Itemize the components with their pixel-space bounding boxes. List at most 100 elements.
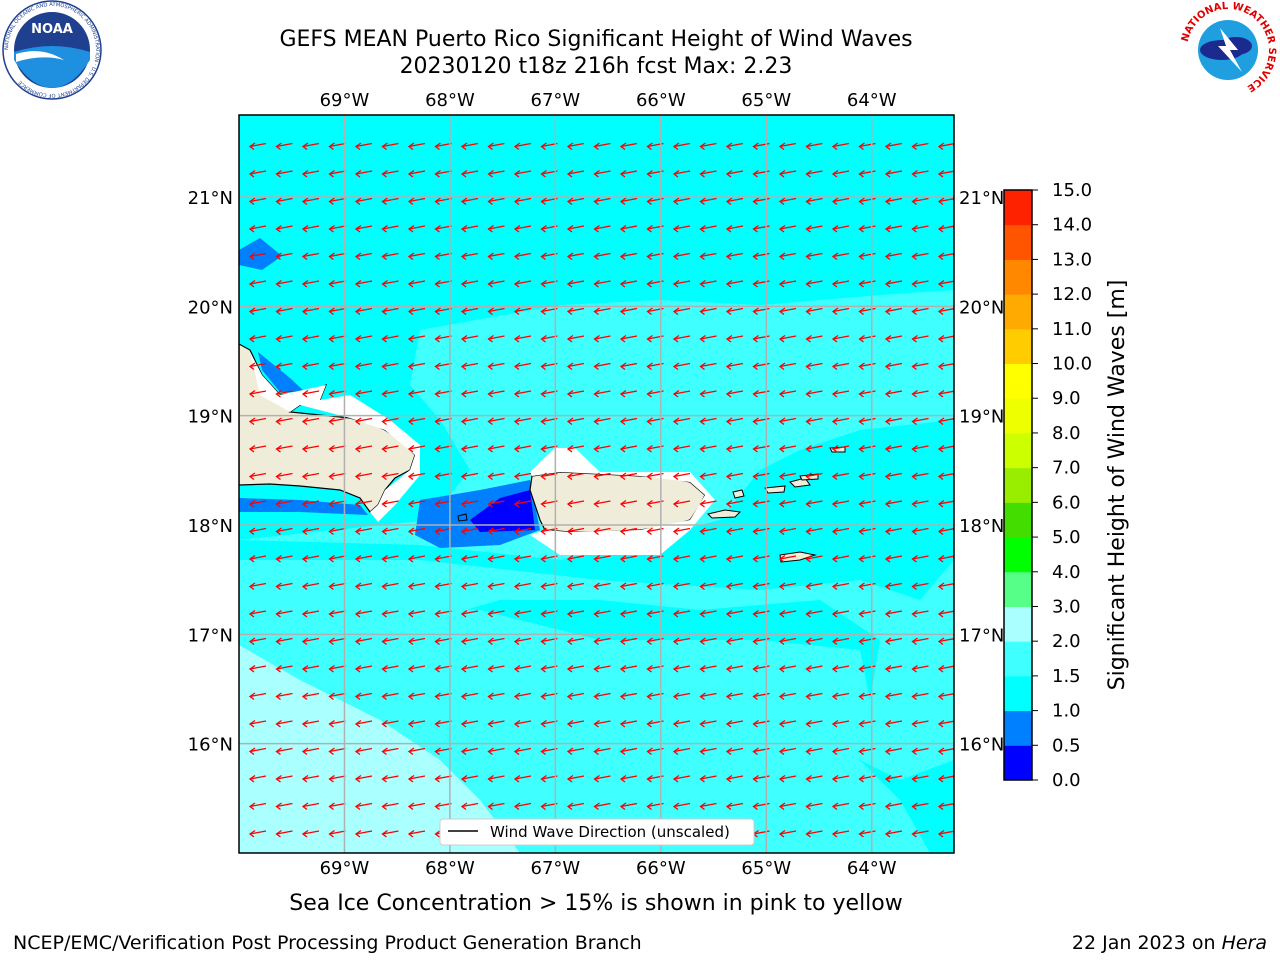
- wave-arrow-406: [275, 554, 293, 563]
- wave-arrow-635: [619, 774, 638, 783]
- coastal-mask-pr: [530, 448, 715, 555]
- wave-arrow-647: [937, 774, 954, 783]
- wave-arrow-126: [725, 252, 744, 261]
- wave-arrow-675: [248, 829, 267, 838]
- wave-arrow-105: [884, 224, 903, 233]
- wave-arrow-662: [619, 802, 638, 811]
- wave-arrow-405: [248, 554, 267, 563]
- colorbar-segment-6: [1004, 537, 1032, 573]
- colorbar-tick-1: 0.5: [1052, 735, 1081, 756]
- colorbar-segment-9: [1004, 432, 1032, 469]
- wave-arrow-117: [487, 252, 505, 261]
- wave-arrow-557: [699, 692, 717, 701]
- wave-arrow-220: [354, 362, 373, 371]
- lat-label-right-5: 16°N: [959, 735, 1004, 756]
- wave-arrow-311: [619, 444, 638, 453]
- wave-arrow-9: [487, 142, 505, 151]
- wave-arrow-303: [407, 444, 426, 453]
- colorbar-tick-3: 1.5: [1052, 666, 1081, 687]
- wave-arrow-166: [354, 307, 373, 316]
- wave-arrow-302: [381, 444, 399, 453]
- wave-arrow-535: [831, 664, 850, 673]
- wave-arrow-351: [248, 499, 267, 508]
- wave-arrow-164: [301, 307, 320, 316]
- wave-arrow-480: [805, 609, 823, 618]
- lat-labels-left: 21°N 20°N 19°N 18°N 17°N 16°N: [188, 188, 233, 756]
- wave-arrow-237: [805, 362, 823, 371]
- wave-arrow-334: [513, 472, 532, 481]
- wave-arrow-39: [566, 169, 585, 178]
- wave-arrow-585: [725, 719, 744, 728]
- wave-arrow-651: [328, 802, 346, 811]
- wave-arrow-288: [725, 417, 744, 426]
- wave-arrow-368: [699, 499, 717, 508]
- wave-arrow-135: [248, 279, 267, 288]
- wave-arrow-301: [354, 444, 373, 453]
- wave-arrow-395: [699, 527, 717, 536]
- lon-labels-top: 69°W 68°W 67°W 66°W 65°W 64°W: [320, 90, 897, 111]
- wave-arrow-404: [937, 527, 954, 536]
- wave-arrow-620: [937, 747, 954, 756]
- wave-arrow-12: [566, 142, 585, 151]
- wave-arrow-318: [805, 444, 823, 453]
- wave-arrow-594: [248, 747, 267, 756]
- wave-arrow-337: [593, 472, 611, 481]
- wave-arrow-653: [381, 802, 399, 811]
- wave-arrow-462: [328, 609, 346, 618]
- wave-arrow-608: [619, 747, 638, 756]
- wave-arrow-587: [778, 719, 797, 728]
- wave-arrow-512: [937, 637, 954, 646]
- wave-arrow-72: [725, 197, 744, 206]
- wave-arrow-121: [593, 252, 611, 261]
- wave-arrow-214: [911, 334, 929, 343]
- wave-arrow-325: [275, 472, 293, 481]
- wave-arrow-598: [354, 747, 373, 756]
- wave-arrow-324: [248, 472, 267, 481]
- wave-arrow-157: [831, 279, 850, 288]
- wave-arrow-219: [328, 362, 346, 371]
- lon-label-top-0: 69°W: [320, 90, 370, 111]
- wave-arrow-125: [699, 252, 717, 261]
- wave-arrow-6: [407, 142, 426, 151]
- wave-arrow-148: [593, 279, 611, 288]
- wave-arrow-306: [487, 444, 505, 453]
- map-frame: [238, 114, 955, 854]
- wave-arrow-589: [831, 719, 850, 728]
- wave-arrow-113: [381, 252, 399, 261]
- wave-arrow-134: [937, 252, 954, 261]
- wave-arrow-286: [672, 417, 691, 426]
- wave-arrow-270: [248, 417, 267, 426]
- lat-label-right-3: 18°N: [959, 516, 1004, 537]
- wave-arrow-509: [858, 637, 876, 646]
- wave-arrow-50: [858, 169, 876, 178]
- wave-arrow-373: [831, 499, 850, 508]
- wave-arrow-68: [619, 197, 638, 206]
- wave-arrow-518: [381, 664, 399, 673]
- wave-arrow-144: [487, 279, 505, 288]
- wave-arrow-210: [805, 334, 823, 343]
- wave-arrow-344: [778, 472, 797, 481]
- wave-arrow-471: [566, 609, 585, 618]
- lon-label-bottom-2: 67°W: [531, 858, 581, 879]
- sea-ice-caption: Sea Ice Concentration > 15% is shown in …: [289, 891, 903, 916]
- wave-arrow-459: [248, 609, 267, 618]
- wave-arrow-184: [831, 307, 850, 316]
- wave-arrow-322: [911, 444, 929, 453]
- wave-arrow-91: [513, 224, 532, 233]
- wave-arrow-573: [407, 719, 426, 728]
- wave-arrow-633: [566, 774, 585, 783]
- wave-arrow-112: [354, 252, 373, 261]
- wave-arrow-537: [884, 664, 903, 673]
- wave-arrow-151: [672, 279, 691, 288]
- wave-arrow-678: [328, 829, 346, 838]
- wave-arrow-372: [805, 499, 823, 508]
- wave-arrow-356: [381, 499, 399, 508]
- wave-arrow-436: [354, 582, 373, 591]
- wave-arrow-390: [566, 527, 585, 536]
- wave-arrow-156: [805, 279, 823, 288]
- wave-arrow-256: [593, 389, 611, 398]
- wave-arrow-677: [301, 829, 320, 838]
- wave-arrow-202: [593, 334, 611, 343]
- wave-arrow-95: [619, 224, 638, 233]
- wave-arrow-396: [725, 527, 744, 536]
